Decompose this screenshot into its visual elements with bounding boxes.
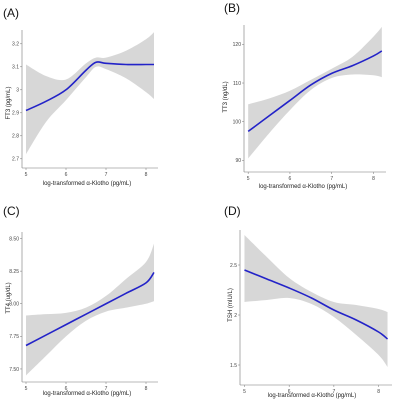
panel-d: (D) log-transformed α-Klotho (pg/mL) TSH… (224, 204, 392, 399)
x-tick-label: 8 (145, 386, 148, 392)
fitted-line (247, 50, 383, 133)
y-axis-title: FT3 (pg/mL) (6, 86, 12, 119)
y-tick-label: 8.50 (9, 236, 19, 242)
panel-a: (A) log-transformed α-Klotho (pg/mL) FT3… (3, 6, 158, 187)
x-tick-label: 5 (243, 389, 246, 395)
y-tick-label: 7.75 (9, 334, 19, 340)
y-tick-label: 3.2 (12, 42, 19, 48)
y-tick-label: 3.1 (12, 65, 19, 71)
y-tick-label: 2.5 (230, 263, 237, 269)
x-axis-title: log-transformed α-Klotho (pg/mL) (268, 393, 357, 399)
y-tick-label: 90 (235, 158, 241, 164)
x-tick-label: 5 (25, 172, 28, 178)
y-tick-label: 100 (233, 120, 242, 126)
x-tick-label: 8 (372, 176, 375, 182)
y-tick-label: 8.00 (9, 302, 19, 308)
fitted-line (25, 271, 155, 347)
x-tick-label: 5 (247, 176, 250, 182)
x-tick-label: 7 (332, 389, 335, 395)
x-tick-label: 8 (377, 389, 380, 395)
x-axis-title: log-transformed α-Klotho (pg/mL) (259, 184, 348, 190)
y-tick-label: 2.9 (12, 111, 19, 117)
panel-label: (D) (224, 204, 241, 218)
x-tick-label: 6 (288, 389, 291, 395)
panel-label: (A) (3, 6, 19, 20)
confidence-band (26, 243, 154, 376)
x-tick-label: 6 (65, 172, 68, 178)
y-tick-label: 120 (233, 42, 242, 48)
y-tick-label: 2.7 (12, 157, 19, 163)
fitted-line (25, 61, 154, 112)
y-axis-title: TT4 (ug/dL) (6, 282, 12, 313)
y-tick-label: 7.50 (9, 367, 19, 373)
x-tick-label: 7 (105, 172, 108, 178)
confidence-band (248, 26, 382, 159)
x-axis-title: log-transformed α-Klotho (pg/mL) (43, 181, 132, 187)
y-axis-title: TSH (mIU/L) (228, 288, 234, 322)
x-tick-label: 6 (65, 386, 68, 392)
x-tick-label: 7 (105, 386, 108, 392)
x-tick-label: 6 (289, 176, 292, 182)
y-tick-label: 2.8 (12, 134, 19, 140)
confidence-band (26, 32, 154, 155)
x-tick-label: 8 (145, 172, 148, 178)
y-tick-label: 3 (16, 88, 19, 94)
panel-label: (B) (224, 1, 240, 15)
y-tick-label: 8.25 (9, 269, 19, 275)
x-tick-label: 5 (25, 386, 28, 392)
y-axis-title: TT3 (ng/dL) (223, 81, 229, 112)
panel-b: (B) log-transformed α-Klotho (pg/mL) TT3… (223, 1, 386, 190)
x-axis-title: log-transformed α-Klotho (pg/mL) (43, 391, 132, 397)
y-tick-label: 2 (234, 313, 237, 319)
panel-label: (C) (3, 204, 20, 218)
y-tick-label: 1.5 (230, 363, 237, 369)
x-tick-label: 7 (330, 176, 333, 182)
y-tick-label: 110 (233, 81, 241, 87)
panel-c: (C) log-transformed α-Klotho (pg/mL) TT4… (3, 204, 158, 397)
fitted-line (244, 269, 389, 340)
